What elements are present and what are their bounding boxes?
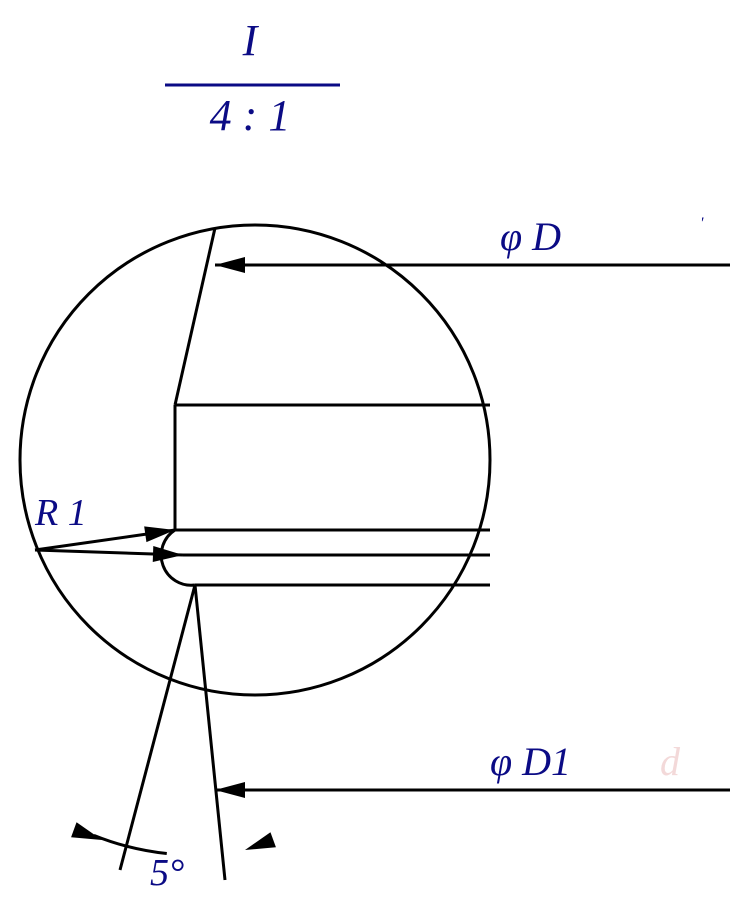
detail-boundary-circle: [20, 225, 490, 695]
detail-id: I: [242, 16, 260, 65]
detail-title: I 4 : 1: [165, 16, 340, 140]
detail-scale: 4 : 1: [210, 91, 291, 140]
dim-D1-ghost: d: [660, 739, 681, 784]
angle-label: 5°: [150, 852, 184, 894]
dimension-D: φ D ': [215, 214, 730, 265]
dim-D-label: φ D: [500, 214, 561, 259]
dim-R1-label: R 1: [34, 492, 87, 534]
dimension-angle-5: 5°: [94, 585, 195, 894]
profile-top-edge: [175, 228, 215, 405]
angle-ref-line: [120, 585, 195, 870]
angle-arc: [94, 835, 167, 853]
dim-D1-label: φ D1: [490, 739, 571, 784]
profile-chamfer: [195, 585, 225, 880]
dimension-D1: φ D1 d: [215, 739, 730, 790]
dimension-R1: R 1: [34, 492, 183, 555]
profile: [161, 228, 490, 880]
dim-D-tick: ': [700, 215, 704, 232]
